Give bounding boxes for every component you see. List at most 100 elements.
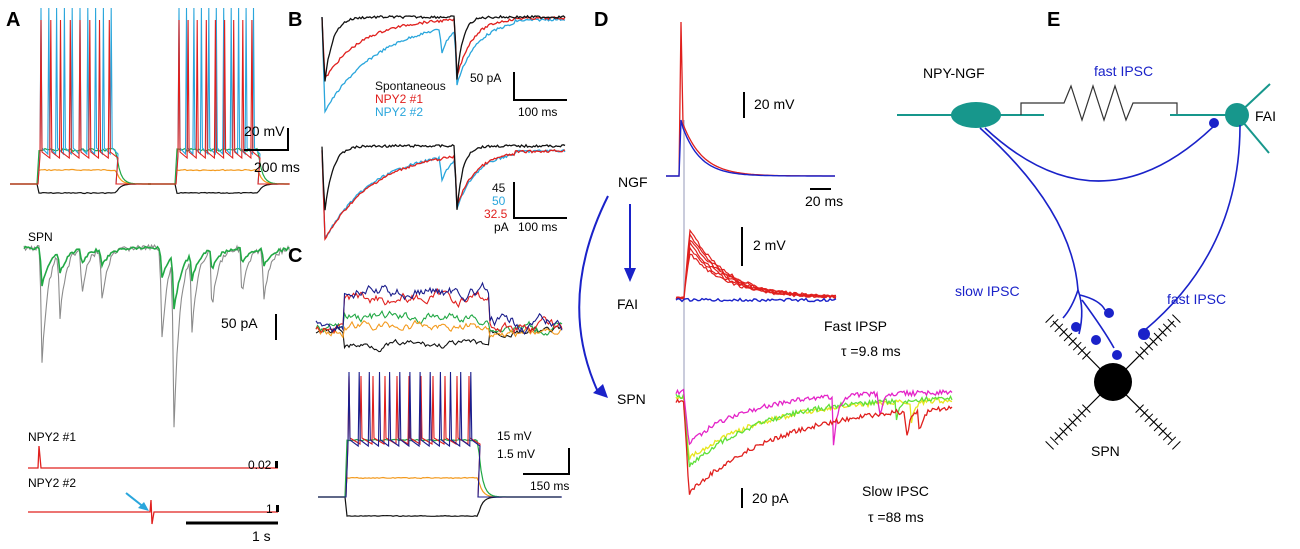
ngf-to-fai-arrow-icon [624, 204, 636, 282]
scale-label-c-15mv: 15 mV [497, 429, 532, 443]
spn-spine [1162, 323, 1172, 333]
label-spn-e: SPN [1091, 443, 1120, 459]
spn-spine [1068, 337, 1077, 346]
trace-fai-red [675, 228, 837, 301]
label-spn-a: SPN [28, 230, 53, 244]
cyan-arrow-icon [125, 492, 149, 511]
spn-spine [1172, 314, 1181, 323]
spn-spine [1054, 323, 1064, 333]
axon-projections [979, 124, 1241, 349]
cell-label-fai: FAI [617, 296, 638, 312]
label-tau-fast: τ =9.8 ms [841, 343, 901, 359]
ngf-axon-branch-1 [1062, 289, 1079, 319]
spn-spine [1072, 413, 1082, 423]
trace-black-hyperpolarizing-2 [148, 183, 289, 195]
synapse-terminal-fai [1209, 118, 1219, 128]
panel-b-legend: Spontaneous NPY2 #1 NPY2 #2 [375, 79, 446, 119]
scale-label-d-2mv: 2 mV [753, 237, 786, 253]
scale-label-b-50pa: 50 pA [470, 71, 501, 85]
label-slow-ipsc-e: slow IPSC [955, 283, 1020, 299]
trace-c-noise-orange [315, 319, 563, 339]
trace-green-threshold-1 [10, 147, 151, 185]
panel-a-scale-bar-1: 20 mV 200 ms [244, 123, 300, 175]
trace-b-bottom-npy2-1 [321, 148, 566, 241]
spn-spine [1153, 422, 1163, 432]
spn-dendritic-spines [1045, 314, 1181, 450]
trace-fai-blue [675, 297, 837, 303]
spn-spine [1162, 431, 1172, 441]
synapse-terminal-4 [1112, 350, 1122, 360]
spn-spine [1063, 332, 1073, 342]
fai-neuron [1170, 83, 1271, 154]
panel-label-d: D [594, 9, 608, 31]
ngf-soma [951, 102, 1001, 128]
trace-spn-lime [675, 393, 953, 468]
scale-label-50pa: 50 pA [221, 315, 258, 331]
ngf-neuron [897, 102, 1044, 128]
trace-cyan-spiking-2 [148, 7, 290, 185]
trace-red-spiking-2 [148, 19, 290, 185]
trace-black-hyperpolarizing-1 [10, 183, 151, 195]
scale-bar-0-02 [275, 461, 278, 468]
spn-spine [1153, 332, 1163, 342]
label-npy-ngf: NPY-NGF [923, 65, 985, 81]
ngf-axon-branch-4 [1081, 299, 1115, 349]
trace-red-spiking-1 [10, 19, 152, 185]
synapse-terminal-fast [1138, 328, 1150, 340]
label-fast-ipsc-top: fast IPSC [1094, 63, 1153, 79]
panel-c-noise-traces [315, 281, 563, 353]
spn-spine [1068, 418, 1077, 427]
trace-b-top-npy2-2 [321, 16, 566, 114]
legend-spontaneous: Spontaneous [375, 79, 446, 93]
trace-ngf-red [666, 21, 835, 177]
spn-spine [1158, 427, 1167, 436]
trace-b-top-npy2-1 [321, 16, 566, 81]
spn-spine [1072, 341, 1082, 351]
norm-value-32-5: 32.5 [484, 207, 508, 221]
spn-spine [1149, 337, 1158, 346]
scale-label-c-150ms: 150 ms [530, 479, 569, 493]
trace-spn-magenta [675, 388, 953, 446]
ngf-axon-branch-3 [1079, 294, 1106, 311]
gap-junction-resistor-icon [1020, 84, 1178, 122]
scale-bar-b-bottom [513, 182, 567, 219]
panel-e: E NPY-NGF fast IPSC FAI slow IPSC fast I… [897, 9, 1276, 459]
label-slow-ipsc: Slow IPSC [862, 483, 929, 499]
spn-spine [1135, 351, 1144, 360]
trace-orange-subthreshold-1 [10, 168, 151, 185]
spn-spine [1045, 441, 1054, 450]
label-npy2-2: NPY2 #2 [28, 476, 76, 490]
scale-label-d-20ms: 20 ms [805, 193, 843, 209]
scale-label-200ms: 200 ms [254, 159, 300, 175]
spn-spine [1077, 408, 1087, 418]
spn-spine [1059, 328, 1068, 337]
spn-neuron [1045, 314, 1181, 450]
fai-soma [1225, 103, 1249, 127]
panel-b-bottom-traces [321, 143, 566, 241]
panel-d-spn-traces [675, 388, 953, 495]
scale-label-1s: 1 s [252, 528, 271, 544]
scale-label-1: 1 [266, 502, 273, 516]
spn-spine [1139, 346, 1149, 356]
panel-b-top-traces [321, 14, 566, 114]
scale-bar-lines [244, 128, 289, 151]
spn-spine [1144, 341, 1154, 351]
spn-spine [1167, 318, 1177, 328]
synapse-terminal-3 [1104, 308, 1114, 318]
scale-label-0-02: 0.02 [248, 458, 272, 472]
trace-c-noise-black [315, 325, 563, 353]
panel-d-fai-traces [675, 228, 837, 303]
spn-spine [1049, 318, 1059, 328]
panel-d-ngf-traces [666, 21, 835, 177]
trace-npy2-2 [28, 499, 278, 525]
scale-label-d-20mv: 20 mV [754, 96, 795, 112]
spn-spine [1139, 408, 1149, 418]
trace-c-subthreshold [318, 476, 561, 498]
spn-spine [1172, 441, 1181, 450]
label-fast-ipsp: Fast IPSP [824, 318, 887, 334]
panel-a-spn-traces [23, 243, 291, 428]
trace-spn-yellow [675, 395, 953, 460]
panel-b: B Spontaneous NPY2 #1 NPY2 #2 50 pA 100 … [288, 9, 567, 241]
trace-c-noise-red [315, 287, 563, 334]
